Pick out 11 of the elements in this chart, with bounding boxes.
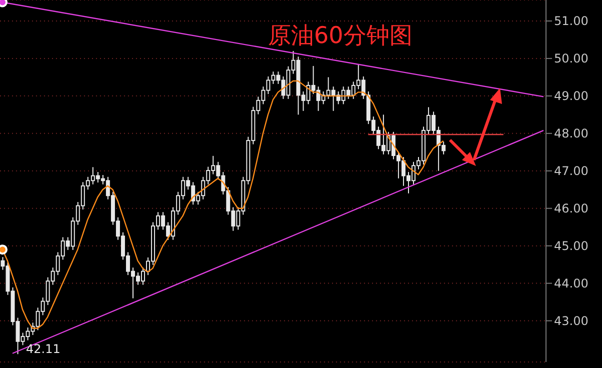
y-tick-label: 45.00 — [554, 239, 588, 254]
y-tick-label: 44.00 — [554, 276, 588, 291]
y-tick-label: 43.00 — [554, 314, 588, 328]
y-tick-label: 49.00 — [554, 89, 588, 104]
y-tick-label: 48.00 — [554, 126, 588, 141]
y-tick-label: 46.00 — [554, 202, 588, 216]
y-tick-label: 50.00 — [554, 52, 588, 66]
annotation: 42.11 — [26, 342, 60, 356]
y-tick-label: 51.00 — [554, 14, 588, 28]
text: 原油60分钟图 — [268, 22, 412, 51]
y-tick-label: 47.00 — [554, 164, 588, 178]
